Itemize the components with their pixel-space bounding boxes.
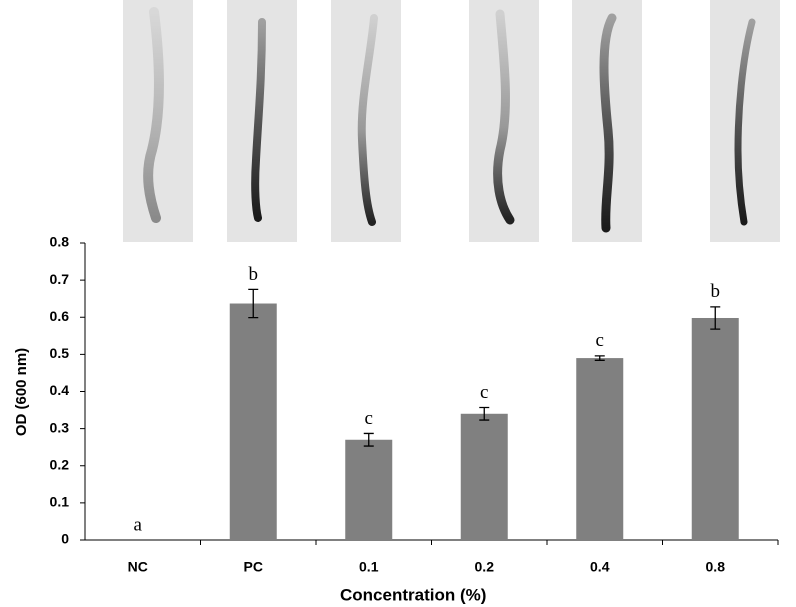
y-tick-label: 0.2 [50, 456, 70, 472]
x-tick-label: PC [244, 559, 263, 575]
root [599, 13, 617, 233]
error-bar [594, 355, 605, 361]
significance-letter: a [134, 514, 143, 535]
y-axis-label: OD (600 nm) [13, 348, 30, 436]
root [251, 18, 266, 222]
significance-letter: c [480, 382, 488, 403]
bar [460, 413, 508, 540]
significance-letter: c [365, 408, 373, 429]
x-tick-label: 0.4 [590, 559, 610, 575]
y-tick-label: 0.1 [50, 494, 70, 510]
y-tick-label: 0.5 [50, 345, 70, 361]
x-tick-label: 0.2 [475, 559, 495, 575]
bar [576, 358, 624, 540]
x-tick-label: 0.1 [359, 559, 379, 575]
y-tick-label: 0 [61, 531, 69, 547]
error-bar [710, 306, 721, 330]
x-axis-label: Concentration (%) [340, 585, 486, 604]
y-tick-label: 0.8 [50, 234, 70, 250]
root [357, 14, 378, 226]
y-tick-label: 0.6 [50, 308, 70, 324]
bar [691, 317, 739, 540]
y-tick-label: 0.3 [50, 419, 70, 435]
root-images [123, 0, 780, 242]
x-tick-label: 0.8 [706, 559, 726, 575]
error-bar [248, 288, 259, 319]
root [493, 9, 515, 225]
y-tick-label: 0.7 [50, 271, 70, 287]
error-bar [363, 432, 374, 447]
root [734, 18, 756, 226]
bar [229, 303, 277, 540]
significance-letter: c [596, 330, 604, 351]
bar [345, 439, 393, 540]
error-bar [479, 406, 490, 421]
significance-letter: b [711, 281, 721, 302]
x-tick-label: NC [128, 559, 148, 575]
root [143, 7, 164, 223]
significance-letter: b [249, 264, 259, 285]
y-tick-label: 0.4 [50, 382, 70, 398]
